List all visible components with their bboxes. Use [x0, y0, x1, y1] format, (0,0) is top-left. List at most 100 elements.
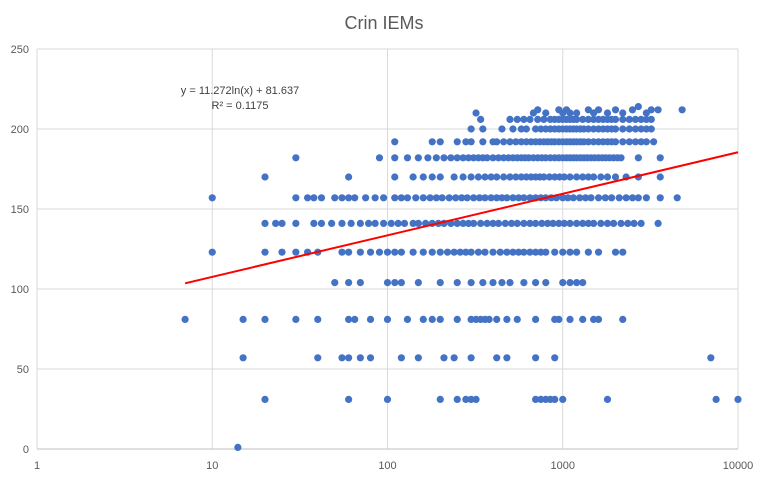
data-point [566, 279, 574, 287]
x-tick-label: 10000 [723, 460, 754, 472]
data-point [338, 248, 346, 256]
data-point [647, 106, 655, 114]
data-point [317, 219, 326, 227]
data-point [573, 279, 581, 287]
data-point [603, 109, 612, 117]
data-point [631, 125, 640, 133]
data-point [559, 395, 567, 403]
data-point [573, 248, 581, 256]
data-point [412, 194, 420, 202]
data-point [707, 354, 715, 362]
data-point [544, 219, 552, 227]
data-point [503, 248, 511, 256]
data-point [419, 194, 427, 202]
data-point [647, 115, 655, 123]
data-point [292, 219, 300, 227]
data-point [608, 194, 616, 202]
data-point [559, 279, 567, 287]
data-point [364, 219, 373, 227]
data-point [362, 194, 370, 202]
data-point [637, 219, 645, 227]
data-point [450, 248, 458, 256]
data-point [475, 194, 484, 202]
y-tick-label: 200 [11, 124, 29, 136]
data-point [472, 109, 480, 117]
data-point [403, 194, 412, 202]
data-point [432, 194, 440, 202]
data-point [261, 395, 269, 403]
data-point [560, 219, 568, 227]
data-point [590, 173, 598, 181]
data-point [512, 138, 520, 146]
data-point [538, 219, 546, 227]
data-point [584, 219, 592, 227]
data-point [375, 248, 384, 256]
data-point [443, 248, 452, 256]
x-tick-label: 100 [378, 460, 396, 472]
data-point [498, 125, 506, 133]
data-point [506, 138, 514, 146]
data-point [477, 115, 485, 123]
data-point [391, 194, 399, 202]
data-point [345, 173, 353, 181]
data-point [479, 279, 487, 287]
data-point [356, 219, 364, 227]
data-point [573, 173, 581, 181]
data-point [673, 194, 681, 202]
data-point [496, 248, 504, 256]
data-point [650, 138, 658, 146]
data-point [566, 173, 574, 181]
data-point [619, 125, 627, 133]
x-tick-label: 1000 [551, 460, 575, 472]
data-point [261, 219, 269, 227]
data-point [208, 248, 216, 256]
data-point [414, 219, 422, 227]
data-point [532, 248, 540, 256]
data-point [584, 125, 592, 133]
data-point [485, 315, 493, 323]
data-point [314, 315, 322, 323]
data-point [559, 194, 567, 202]
data-point [436, 248, 444, 256]
data-point [467, 125, 475, 133]
data-point [513, 219, 521, 227]
data-point [338, 194, 346, 202]
data-point [611, 106, 620, 114]
data-point [542, 248, 550, 256]
trendline-r-squared: R² = 0.1175 [212, 100, 269, 112]
data-point [394, 219, 402, 227]
data-point [414, 279, 422, 287]
data-point [576, 194, 584, 202]
data-point [625, 138, 633, 146]
data-point [594, 106, 603, 114]
data-point [611, 248, 620, 256]
data-point [331, 194, 339, 202]
data-point [611, 173, 620, 181]
data-point [292, 194, 300, 202]
data-point [375, 154, 384, 162]
data-point [489, 154, 497, 162]
data-point [371, 219, 379, 227]
data-point [310, 194, 318, 202]
data-point [493, 354, 501, 362]
data-point [356, 354, 364, 362]
data-point [603, 219, 612, 227]
data-point [634, 154, 642, 162]
data-point [734, 395, 742, 403]
data-point [532, 219, 540, 227]
data-point [432, 154, 440, 162]
data-point [631, 115, 640, 123]
data-point [555, 219, 563, 227]
data-point [397, 279, 405, 287]
data-point [483, 154, 491, 162]
data-point [584, 115, 592, 123]
data-point [453, 219, 461, 227]
data-point [462, 248, 470, 256]
data-point [509, 125, 517, 133]
data-point [678, 106, 686, 114]
data-point [493, 315, 501, 323]
data-point [637, 115, 645, 123]
data-point [564, 194, 572, 202]
data-point [503, 354, 511, 362]
